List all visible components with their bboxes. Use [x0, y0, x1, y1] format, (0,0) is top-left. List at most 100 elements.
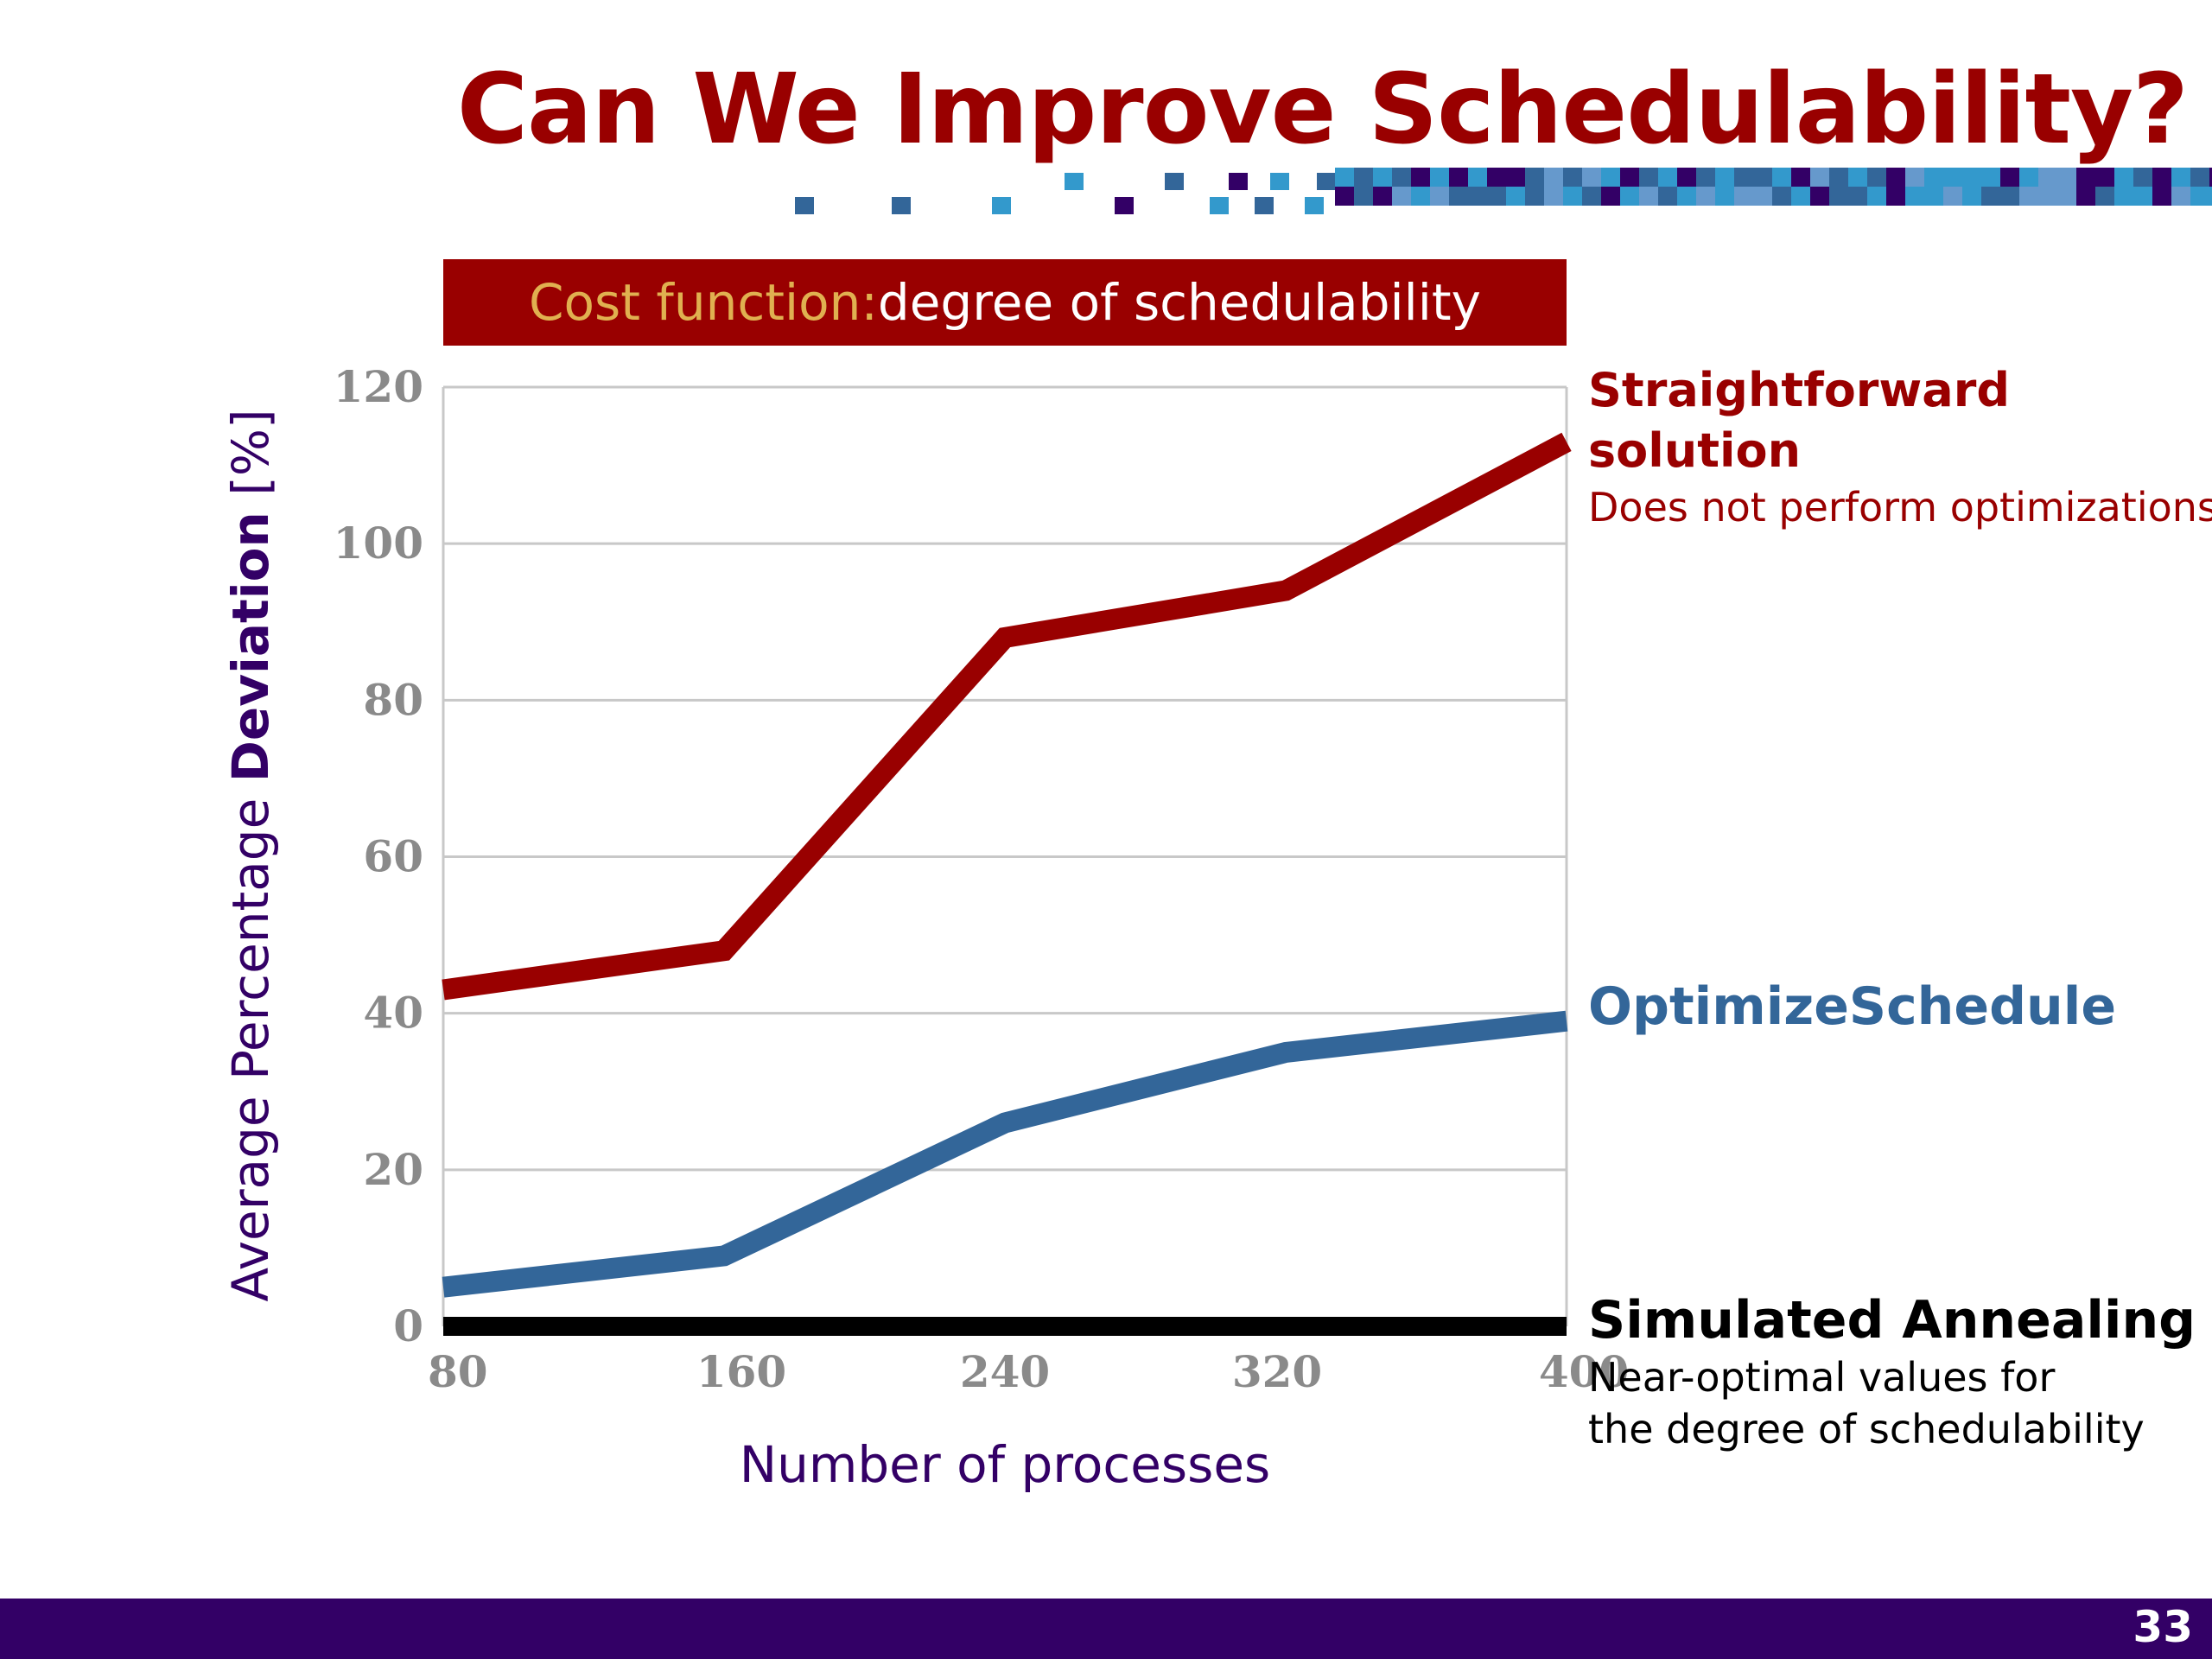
deco-square	[1165, 173, 1184, 190]
deco-square	[1468, 187, 1487, 206]
deco-square	[1487, 168, 1506, 187]
slide-title: Can We Improve Schedulability?	[456, 54, 2189, 166]
deco-square	[1715, 168, 1734, 187]
deco-square	[1317, 173, 1336, 190]
deco-square	[2038, 187, 2057, 206]
y-axis-title-post: [%]	[221, 409, 280, 512]
subtitle-lead: Cost function:	[529, 273, 878, 332]
deco-square	[1639, 187, 1658, 206]
deco-square	[1867, 168, 1886, 187]
optimize-schedule-label: OptimizeSchedule	[1588, 976, 2116, 1037]
deco-square	[1658, 187, 1677, 206]
deco-square	[2000, 168, 2019, 187]
deco-square	[2000, 187, 2019, 206]
deco-square	[1981, 168, 2000, 187]
deco-square	[1065, 173, 1084, 190]
deco-square	[1335, 187, 1354, 206]
deco-square	[1848, 168, 1867, 187]
deco-square	[1449, 187, 1468, 206]
deco-square	[1734, 187, 1753, 206]
deco-square	[2133, 187, 2152, 206]
deco-square	[1810, 187, 1829, 206]
deco-square	[1867, 187, 1886, 206]
y-tick-label-120: 120	[334, 361, 423, 412]
y-tick-label-100: 100	[334, 518, 423, 569]
deco-square	[2038, 168, 2057, 187]
deco-square	[1886, 168, 1905, 187]
y-tick-label-60: 60	[363, 831, 423, 882]
footer-bar: 33	[0, 1599, 2212, 1659]
x-tick-labels: 80 160 240 320 400	[428, 1346, 1629, 1397]
deco-square	[1305, 197, 1324, 214]
deco-square	[1620, 168, 1639, 187]
straightforward-label-line1: Straightforward	[1588, 363, 2010, 417]
deco-square	[2171, 187, 2190, 206]
deco-square	[1924, 187, 1943, 206]
deco-square	[1753, 168, 1772, 187]
deco-square	[1430, 168, 1449, 187]
deco-square	[1658, 168, 1677, 187]
deco-square	[1715, 187, 1734, 206]
deco-square	[992, 197, 1011, 214]
simulated-annealing-label: Simulated Annealing	[1588, 1290, 2196, 1351]
simulated-annealing-description-line1: Near-optimal values for	[1588, 1354, 2055, 1401]
deco-square	[1506, 187, 1525, 206]
deco-square	[1115, 197, 1134, 214]
x-tick-label-80: 80	[428, 1346, 488, 1397]
subtitle-banner: Cost function: degree of schedulability	[443, 259, 1567, 346]
deco-square	[1677, 187, 1696, 206]
deco-square	[2057, 187, 2076, 206]
deco-square	[2076, 168, 2095, 187]
deco-square	[1810, 168, 1829, 187]
deco-square	[1354, 187, 1373, 206]
deco-square	[1373, 187, 1392, 206]
deco-square	[1829, 168, 1848, 187]
deco-square	[2114, 168, 2133, 187]
deco-square	[1210, 197, 1229, 214]
deco-square	[1506, 168, 1525, 187]
deco-square	[1373, 168, 1392, 187]
deco-square	[1487, 187, 1506, 206]
x-tick-label-320: 320	[1232, 1346, 1322, 1397]
deco-square	[1582, 168, 1601, 187]
series-line-straightforward	[442, 432, 1572, 1001]
deco-square	[1772, 187, 1791, 206]
series-lines	[442, 432, 1572, 1336]
deco-square	[2095, 168, 2114, 187]
decorative-square-pattern	[795, 168, 2212, 214]
deco-square	[2152, 168, 2171, 187]
y-tick-labels: 0 20 40 60 80 100 120	[334, 361, 423, 1351]
deco-square	[1905, 168, 1924, 187]
series-line-optimize	[442, 1010, 1568, 1298]
deco-square	[2019, 187, 2038, 206]
deco-square	[2171, 168, 2190, 187]
deco-square	[1943, 187, 1962, 206]
deco-square	[2095, 187, 2114, 206]
simulated-annealing-description-line2: the degree of schedulability	[1588, 1406, 2145, 1452]
subtitle-rest: degree of schedulability	[877, 273, 1481, 332]
deco-square	[2114, 187, 2133, 206]
y-tick-label-20: 20	[363, 1144, 423, 1195]
deco-square	[2190, 168, 2209, 187]
y-tick-label-80: 80	[363, 674, 423, 725]
deco-square	[1696, 187, 1715, 206]
y-tick-label-40: 40	[363, 988, 423, 1039]
deco-square	[1734, 168, 1753, 187]
deco-square	[1905, 187, 1924, 206]
deco-square	[1544, 187, 1563, 206]
deco-square	[1791, 187, 1810, 206]
deco-square	[1601, 168, 1620, 187]
deco-square	[1981, 187, 2000, 206]
y-axis-title: Average Percentage Deviation [%]	[221, 409, 280, 1301]
deco-square	[892, 197, 911, 214]
y-axis-title-pre: Average Percentage	[221, 782, 280, 1301]
deco-square	[795, 197, 814, 214]
deco-square	[1392, 168, 1411, 187]
deco-square	[2076, 187, 2095, 206]
deco-square	[2133, 168, 2152, 187]
deco-square	[2209, 187, 2212, 206]
deco-square	[1848, 187, 1867, 206]
deco-square	[1924, 168, 1943, 187]
deco-square	[1886, 187, 1905, 206]
deco-square	[1411, 187, 1430, 206]
